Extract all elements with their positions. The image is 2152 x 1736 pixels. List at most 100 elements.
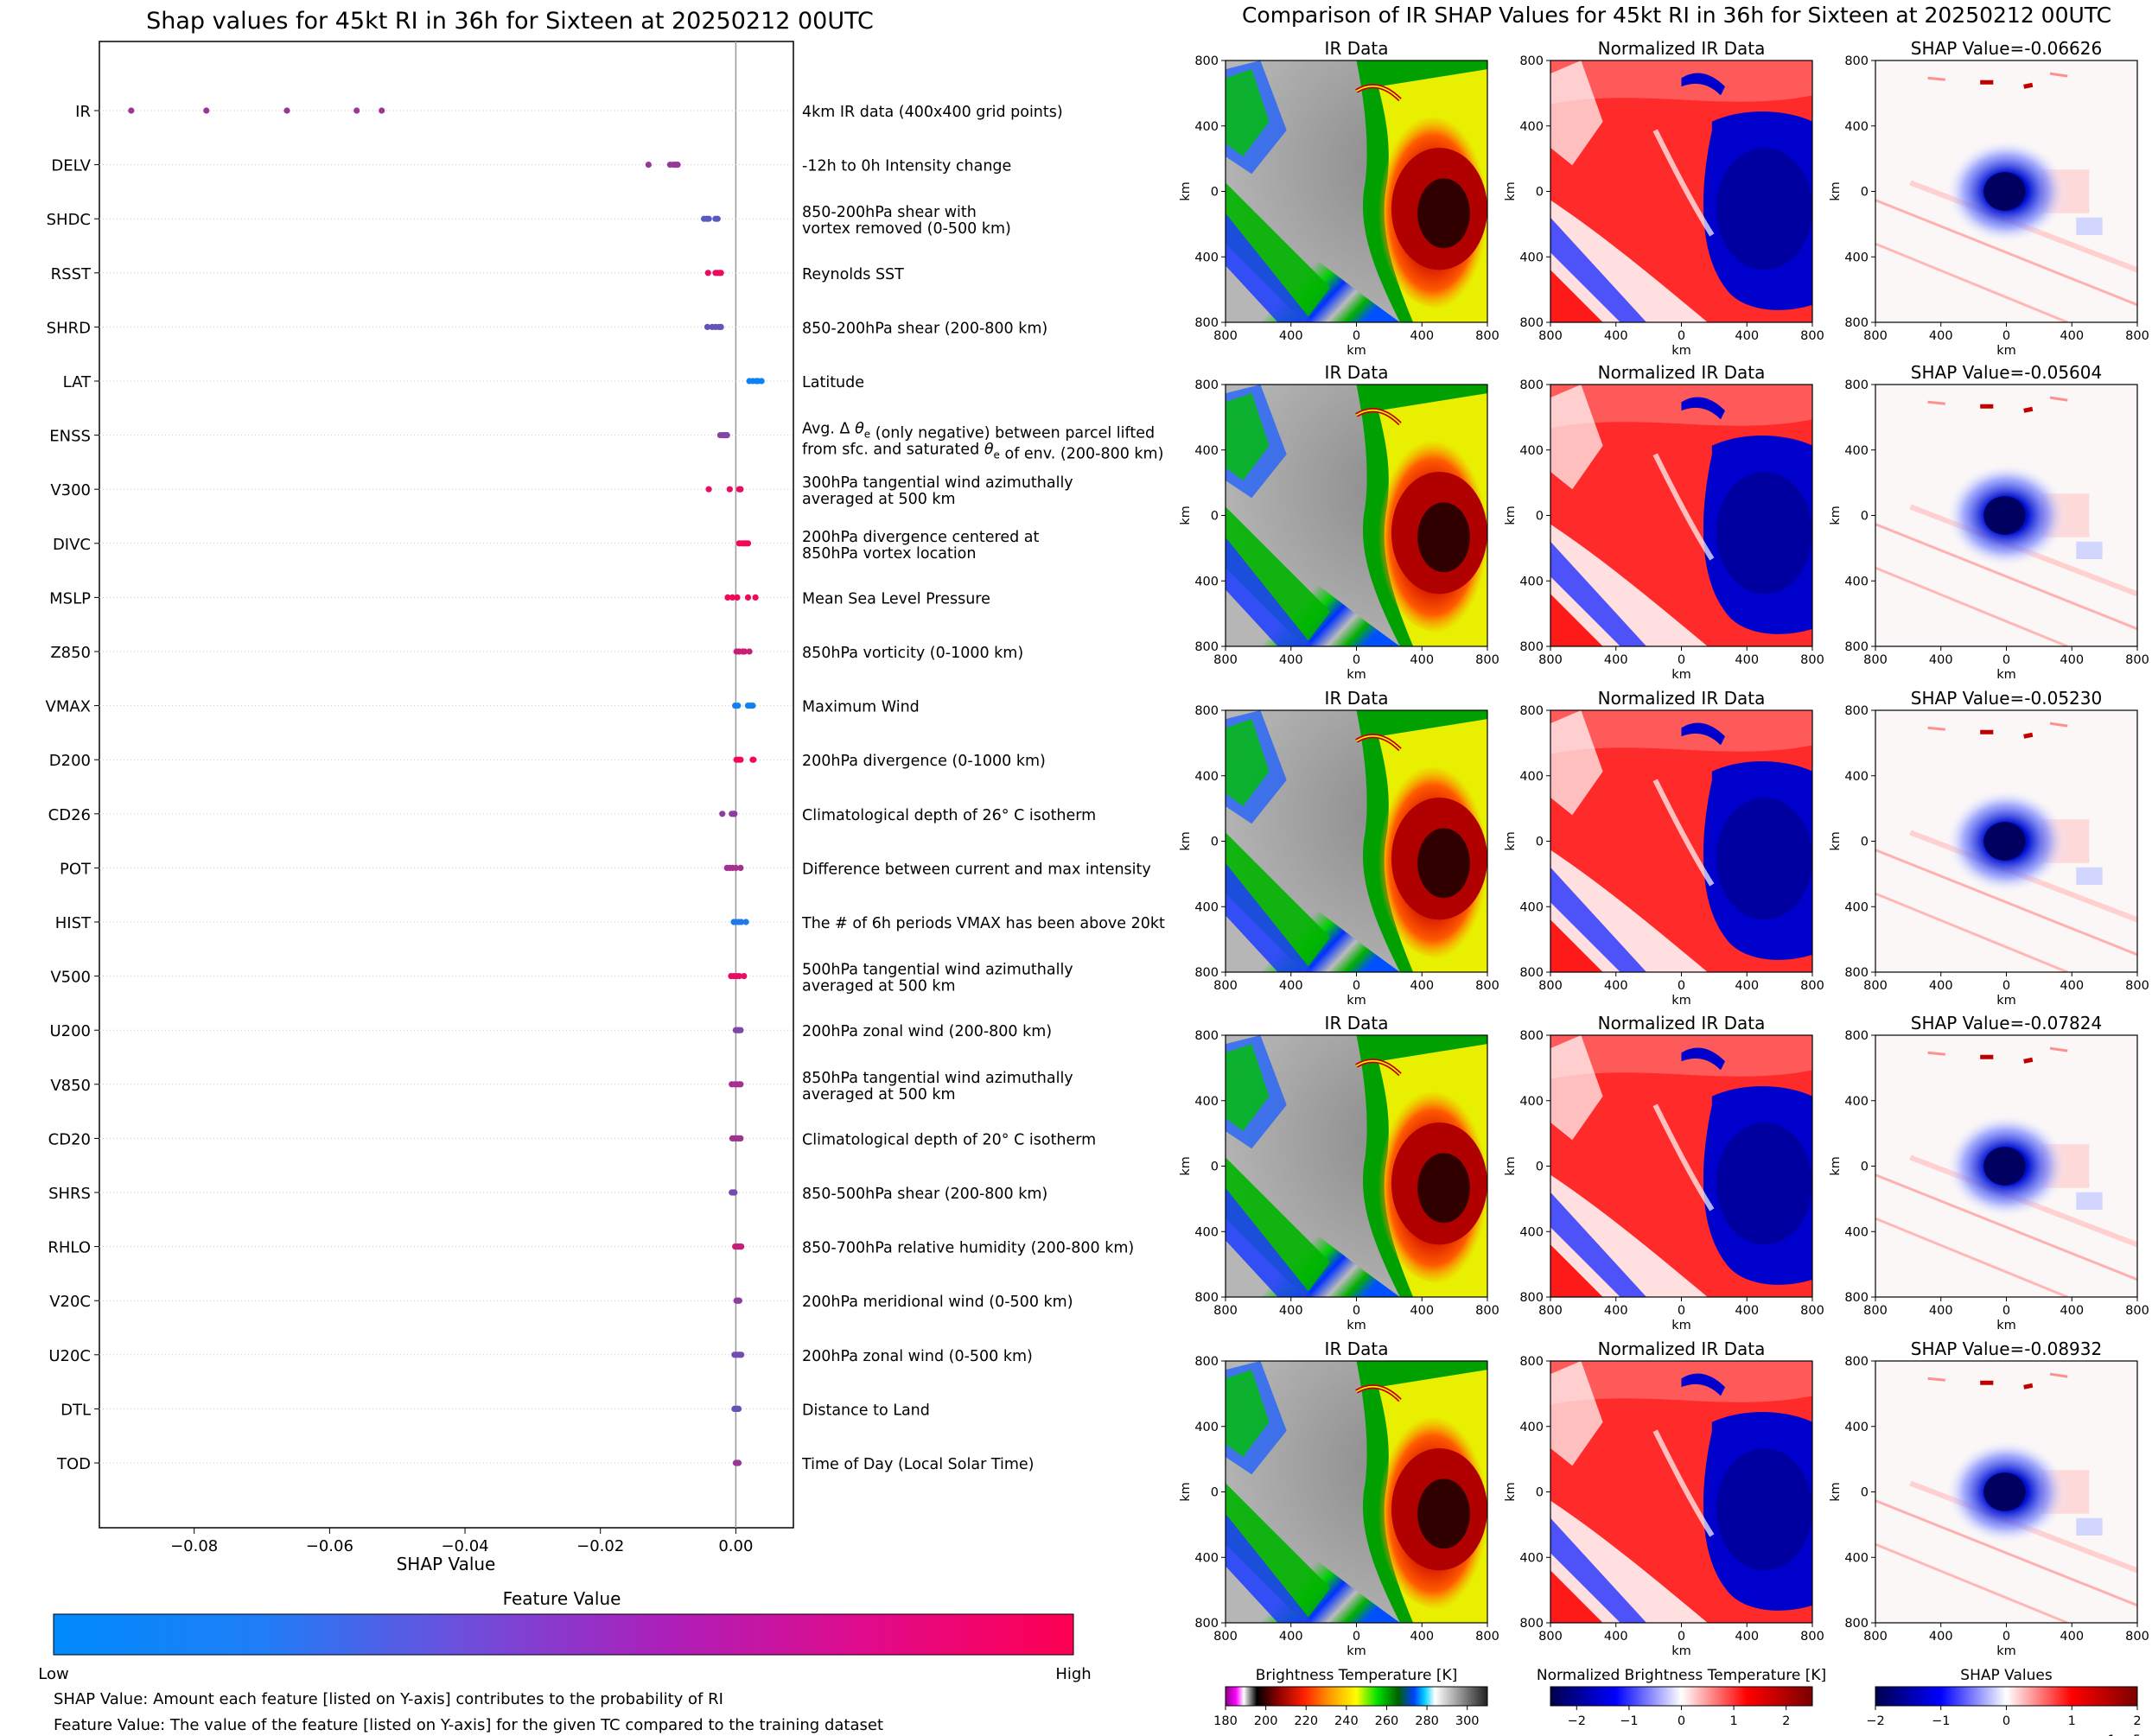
x-axis-label-km: km	[1347, 1319, 1366, 1332]
x-tick-label: 800	[2125, 979, 2149, 993]
y-axis-label-km: km	[1829, 181, 1843, 201]
shap-point	[737, 1081, 744, 1088]
colorbar-title: Normalized Brightness Temperature [K]	[1537, 1667, 1826, 1684]
x-axis-label-km: km	[1671, 668, 1691, 682]
x-tick-label: 400	[1410, 979, 1434, 993]
y-axis-label-km: km	[1179, 506, 1193, 525]
y-tick-label: 400	[1194, 444, 1219, 458]
y-axis-label-km: km	[1504, 1482, 1518, 1502]
y-tick-label: 800	[1844, 1029, 1869, 1043]
x-tick-label: 400	[1735, 979, 1759, 993]
shap-point	[704, 323, 711, 330]
y-tick-label: 0	[1211, 510, 1219, 524]
y-tick-label: 400	[1519, 444, 1544, 458]
y-axis-label-km: km	[1504, 831, 1518, 851]
y-tick-label: 400	[1194, 1551, 1219, 1565]
feature-description-label: 850hPa tangential wind azimuthally averag…	[802, 1070, 1073, 1103]
x-tick-label: 400	[1604, 329, 1628, 343]
feature-name-label: V20C	[49, 1293, 91, 1311]
y-tick-label: 0	[1861, 186, 1869, 200]
shap-point	[737, 864, 744, 872]
y-tick-label: 0	[1861, 836, 1869, 849]
y-tick-label: 0	[1536, 186, 1544, 200]
colorbar-tick-label: −2	[1866, 1714, 1884, 1728]
colorbar-tick-label: 180	[1213, 1714, 1238, 1728]
y-tick-label: 400	[1519, 770, 1544, 784]
x-tick-label: −0.06	[306, 1537, 353, 1555]
x-tick-label: 400	[1279, 1304, 1303, 1318]
x-tick-label: 400	[1604, 979, 1628, 993]
brightness-temperature-colorbar	[1225, 1686, 1488, 1707]
y-tick-label: 800	[1844, 966, 1869, 980]
x-tick-label: 0	[1353, 1304, 1360, 1318]
x-tick-label: 400	[1279, 653, 1303, 667]
x-tick-label: 0	[1678, 329, 1685, 343]
y-tick-label: 800	[1519, 316, 1544, 330]
shap-point	[729, 594, 736, 601]
y-tick-label: 400	[1194, 770, 1219, 784]
x-tick-label: 0	[2002, 1304, 2010, 1318]
feature-name-label: HIST	[55, 914, 92, 932]
x-tick-label: 400	[1410, 329, 1434, 343]
ir-column-title: Normalized IR Data	[1598, 38, 1766, 59]
feature-description-label: Avg. Δ θe (only negative) between parcel…	[802, 421, 1163, 463]
feature-description-label: Climatological depth of 20° C isotherm	[802, 1131, 1096, 1148]
x-axis-label-km: km	[1996, 668, 2016, 682]
ir-image-grid: IR Data80080040040000400400800800kmkmNor…	[1179, 38, 2149, 1658]
y-axis-label-km: km	[1829, 1156, 1843, 1176]
x-tick-label: 800	[1213, 979, 1238, 993]
colorbar-tick-label: 0	[2002, 1714, 2010, 1728]
shap-point	[737, 1027, 744, 1033]
feature-name-label: RSST	[51, 265, 92, 283]
x-tick-label: 400	[1410, 1630, 1434, 1644]
shap-value-title: SHAP Value=-0.08932	[1911, 1339, 2102, 1359]
y-tick-label: 800	[1844, 378, 1869, 392]
y-tick-label: 400	[1519, 900, 1544, 914]
ir-column-title: IR Data	[1325, 1013, 1389, 1033]
ir-normalized-image	[1550, 710, 1812, 972]
feature-name-label: MSLP	[49, 589, 91, 607]
feature-name-label: V850	[50, 1077, 91, 1095]
ir-normalized-image	[1550, 1361, 1812, 1623]
y-tick-label: 0	[1211, 836, 1219, 849]
x-tick-label: 400	[1279, 1630, 1303, 1644]
y-tick-label: 400	[1519, 575, 1544, 588]
ir-column-title: IR Data	[1325, 1339, 1389, 1359]
y-tick-label: 800	[1194, 966, 1219, 980]
y-tick-label: 800	[1519, 966, 1544, 980]
x-tick-label: 400	[1929, 329, 1953, 343]
feature-description-label: 500hPa tangential wind azimuthally averag…	[802, 962, 1073, 995]
x-tick-label: 800	[1475, 1630, 1499, 1644]
colorbar-tick-label: 1	[1729, 1714, 1737, 1728]
y-tick-label: 800	[1844, 640, 1869, 654]
x-axis-label-km: km	[1671, 1644, 1691, 1658]
x-axis-label-km: km	[1671, 994, 1691, 1008]
y-tick-label: 800	[1844, 704, 1869, 718]
feature-name-label: U200	[49, 1022, 91, 1040]
x-tick-label: 800	[1863, 1304, 1888, 1318]
x-tick-label: 400	[2060, 979, 2084, 993]
feature-description-label: Maximum Wind	[802, 699, 920, 716]
x-tick-label: 800	[1863, 979, 1888, 993]
x-tick-label: 0	[1678, 1304, 1685, 1318]
colorbar-title: SHAP Values	[1960, 1667, 2053, 1684]
feature-colorbar-high-label: High	[1055, 1665, 1091, 1683]
ir-column-title: IR Data	[1325, 688, 1389, 709]
ir-raw-image	[1226, 1361, 1487, 1623]
x-tick-label: 400	[1279, 329, 1303, 343]
y-tick-label: 400	[1194, 900, 1219, 914]
feature-name-label: CD26	[48, 806, 91, 824]
x-tick-label: 800	[2125, 1304, 2149, 1318]
y-tick-label: 800	[1519, 1355, 1544, 1369]
ir-raw-image	[1226, 1035, 1487, 1297]
y-axis-label-km: km	[1829, 506, 1843, 525]
feature-description-label: 850-200hPa shear with vortex removed (0-5…	[802, 204, 1011, 238]
y-tick-label: 400	[1844, 1225, 1869, 1239]
feature-description-label: 850-200hPa shear (200-800 km)	[802, 320, 1047, 337]
shap-point	[735, 703, 742, 709]
y-tick-label: 400	[1519, 251, 1544, 264]
ir-column-title: Normalized IR Data	[1598, 1339, 1766, 1359]
y-tick-label: 800	[1519, 54, 1544, 68]
x-tick-label: 0	[1353, 1630, 1360, 1644]
shap-point	[741, 648, 748, 655]
